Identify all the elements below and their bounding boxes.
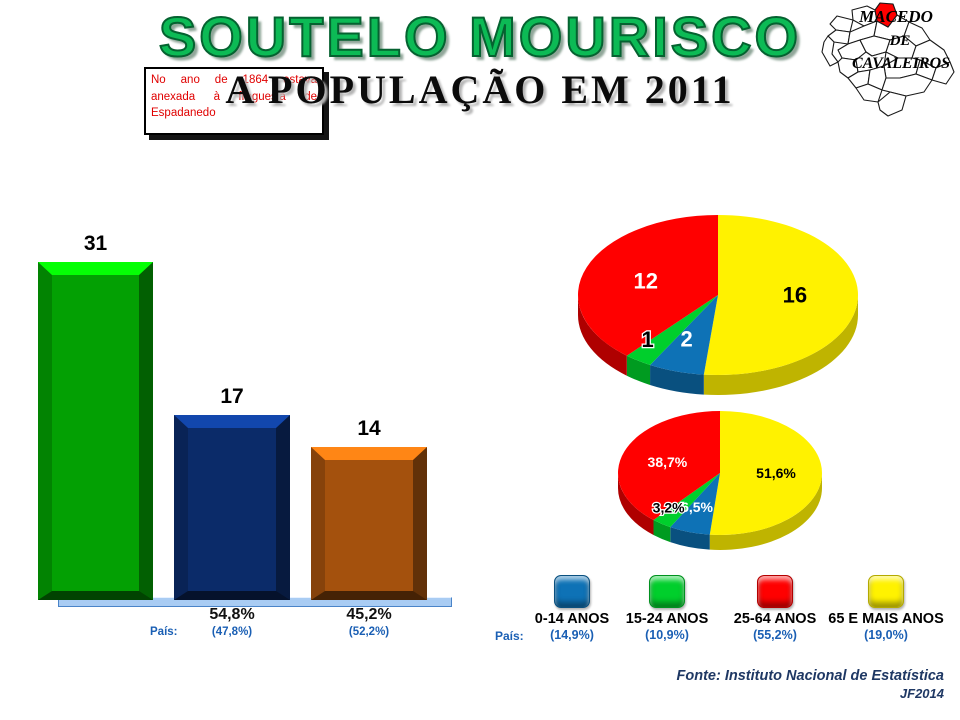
footer-credit: JF2014 [899, 686, 944, 701]
bar-pais-prefix: País: [150, 626, 178, 638]
map-label-line1: MACEDO [858, 7, 933, 26]
page-title: SOUTELO MOURISCO [158, 4, 802, 69]
bar-pct-label: 45,2% [346, 606, 392, 623]
pie-slice-rim [670, 527, 710, 550]
map-highlight-parish [874, 2, 898, 28]
footer: Fonte: Instituto Nacional de Estatística… [677, 668, 944, 701]
pie-slice-label: 16 [783, 283, 807, 308]
pie-slice-label: 2 [680, 327, 692, 352]
bar-pais-label: (52,2%) [348, 626, 390, 638]
legend-item: 15-24 ANOS (10,9%) [587, 575, 747, 642]
page-subtitle: A POPULAÇÃO EM 2011 [225, 67, 735, 112]
map-parish [821, 35, 839, 67]
pie-slice-label: 12 [634, 269, 658, 294]
pie-slice [618, 411, 720, 521]
legend-pais-pct: (14,9%) [550, 628, 594, 642]
pie-slice-rim [703, 295, 858, 395]
pie-slice [626, 295, 718, 365]
bar [311, 447, 427, 600]
legend-swatch [868, 575, 904, 608]
pie-chart-percentages: 51,6% 6,5%3,2% 38,7% [618, 411, 823, 550]
legend-pais-prefix: País: [495, 629, 524, 643]
map-parish [931, 61, 955, 85]
pie-slice-rim [650, 364, 704, 395]
bar-value-label: 17 [220, 385, 244, 408]
map-parish [881, 73, 933, 97]
map-label-line3: CAVALEIROS [852, 55, 950, 72]
legend-item: 65 E MAIS ANOS (19,0%) [806, 575, 960, 642]
pie-slice-rim [709, 473, 822, 550]
legend-swatch [649, 575, 685, 608]
map-parish [877, 91, 907, 117]
map-parish [855, 83, 883, 103]
legend-label: 65 E MAIS ANOS [828, 611, 944, 627]
pie-slice [578, 215, 718, 356]
bar [38, 262, 153, 600]
pie-slice-rim [618, 473, 654, 536]
pie-slice-label: 1 [641, 327, 653, 352]
pie-slice-label: 6,5% [681, 499, 713, 515]
bar [174, 415, 290, 600]
pie-slice-label: 51,6% [756, 465, 796, 481]
legend-pais-pct: (55,2%) [753, 628, 797, 642]
legend-pais-pct: (10,9%) [645, 628, 689, 642]
pie-slice [709, 411, 823, 535]
pie-slice [650, 295, 718, 375]
legend-swatch [554, 575, 590, 608]
legend-label: 0-14 ANOS [534, 611, 610, 627]
legend-label: 25-64 ANOS [733, 611, 817, 627]
legend-item: 0-14 ANOS (14,9%) [492, 575, 652, 642]
pie-slice-rim [626, 355, 651, 385]
pie-slice [670, 473, 720, 535]
bar-pais-label: (47,8%) [211, 626, 253, 638]
pie-slice-rim [578, 295, 627, 376]
note-box: No ano de 1864 estava anexada à freguesi… [144, 67, 324, 135]
legend-swatch [757, 575, 793, 608]
map-parish [827, 29, 851, 45]
note-text: No ano de 1864 estava anexada à freguesi… [151, 74, 317, 120]
bar-value-label: 31 [83, 232, 108, 255]
pie-chart-counts: 16 2 1 12 [578, 215, 858, 395]
map-label-line2: DE [889, 33, 911, 49]
pie-slice [703, 215, 858, 375]
municipality-map: MACEDO DE CAVALEIROS [821, 2, 955, 117]
bar-pct-label: 54,8% [209, 606, 255, 623]
pie-slice [653, 473, 720, 528]
bar-value-label: 14 [357, 417, 381, 440]
pie-slice-label: 38,7% [648, 454, 688, 470]
pie-slice-rim [653, 520, 671, 543]
pie-slice-label: 3,2% [653, 499, 685, 515]
legend-item: 25-64 ANOS (55,2%) [695, 575, 855, 642]
legend-label: 15-24 ANOS [625, 611, 709, 627]
footer-source: Fonte: Instituto Nacional de Estatística [676, 668, 944, 684]
legend-pais-pct: (19,0%) [864, 628, 908, 642]
